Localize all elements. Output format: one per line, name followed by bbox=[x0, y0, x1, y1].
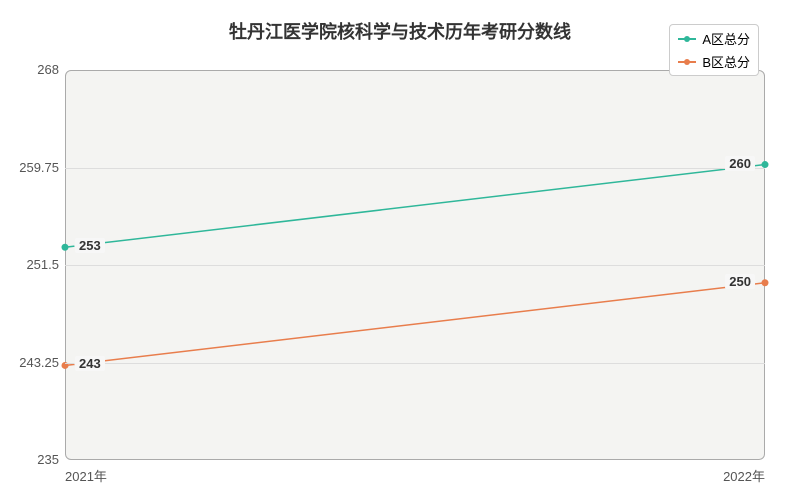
legend-swatch-a bbox=[678, 38, 696, 40]
y-tick-label: 268 bbox=[37, 62, 59, 77]
series-line bbox=[65, 165, 765, 248]
point-label: 243 bbox=[75, 356, 105, 371]
x-tick-label: 2022年 bbox=[723, 466, 765, 485]
y-tick-label: 259.75 bbox=[19, 160, 59, 175]
series-marker bbox=[62, 244, 69, 251]
y-tick-label: 251.5 bbox=[26, 257, 59, 272]
gridline-y bbox=[65, 265, 765, 266]
legend: A区总分 B区总分 bbox=[669, 24, 759, 76]
gridline-y bbox=[65, 168, 765, 169]
x-tick-label: 2021年 bbox=[65, 466, 107, 485]
series-line bbox=[65, 283, 765, 366]
legend-swatch-b bbox=[678, 61, 696, 63]
y-tick-label: 243.25 bbox=[19, 355, 59, 370]
point-label: 253 bbox=[75, 238, 105, 253]
y-tick-label: 235 bbox=[37, 452, 59, 467]
plot-area: 253 260 243 250 bbox=[65, 70, 765, 460]
legend-label-b: B区总分 bbox=[702, 52, 750, 71]
legend-item-b: B区总分 bbox=[678, 52, 750, 71]
chart-container: 牡丹江医学院核科学与技术历年考研分数线 A区总分 B区总分 2532602432… bbox=[0, 0, 800, 500]
gridline-y bbox=[65, 363, 765, 364]
point-label: 260 bbox=[725, 156, 755, 171]
series-marker bbox=[762, 279, 769, 286]
legend-item-a: A区总分 bbox=[678, 29, 750, 48]
legend-label-a: A区总分 bbox=[702, 29, 750, 48]
point-label: 250 bbox=[725, 274, 755, 289]
